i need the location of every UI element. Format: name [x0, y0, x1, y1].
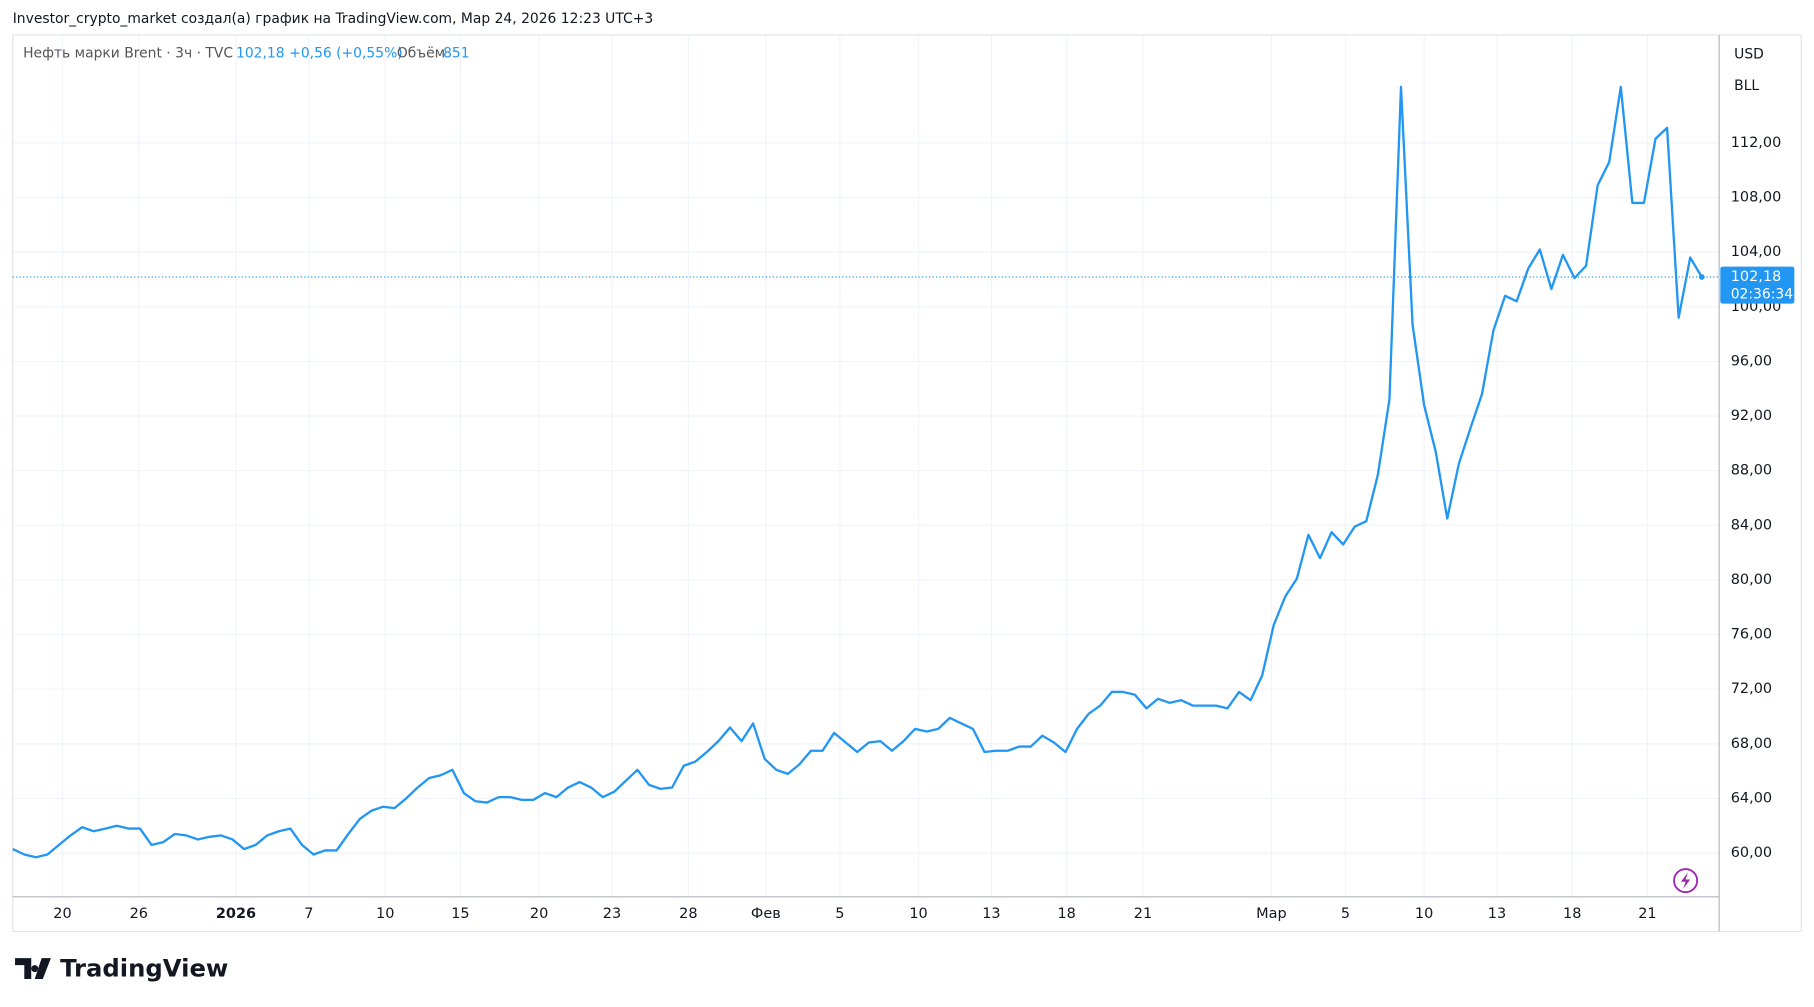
legend-symbol: Нефть марки Brent · 3ч · TVC	[23, 45, 233, 61]
x-tick-label: 5	[1341, 906, 1350, 922]
last-point	[1698, 274, 1705, 280]
price-tag-countdown: 02:36:34	[1731, 286, 1793, 302]
x-tick-label: Мар	[1256, 906, 1287, 922]
logo-text: TradingView	[60, 954, 228, 983]
x-tick-label: 13	[1488, 906, 1506, 922]
x-tick-label: 23	[603, 906, 621, 922]
y-tick-label: 104,00	[1731, 244, 1782, 260]
x-tick-label: 10	[376, 906, 394, 922]
y-tick-label: 76,00	[1731, 627, 1772, 643]
grid	[12, 34, 1720, 897]
x-tick-label: 20	[53, 906, 71, 922]
legend-volume: 851	[443, 45, 469, 61]
y-tick-label: 84,00	[1731, 517, 1772, 533]
x-tick-label: 20	[530, 906, 548, 922]
currency: USD	[1734, 47, 1764, 63]
x-tick-label: 18	[1057, 906, 1075, 922]
x-tick-label: 21	[1134, 906, 1152, 922]
logo: TradingView	[15, 954, 228, 983]
x-tick-label: 18	[1563, 906, 1581, 922]
y-tick-label: 112,00	[1731, 135, 1782, 151]
x-tick-label: 2026	[216, 906, 256, 922]
x-tick-label: 28	[679, 906, 697, 922]
alert-icon[interactable]	[1673, 868, 1699, 894]
legend-volume-label: Объём	[397, 45, 445, 61]
y-tick-label: 72,00	[1731, 681, 1772, 697]
y-tick-label: 88,00	[1731, 463, 1772, 479]
y-tick-label: 92,00	[1731, 408, 1772, 424]
y-tick-label: 108,00	[1731, 190, 1782, 206]
unit: BLL	[1734, 78, 1759, 94]
y-tick-label: 80,00	[1731, 572, 1772, 588]
price-tag	[1720, 266, 1795, 304]
y-tick-label: 64,00	[1731, 790, 1772, 806]
x-tick-label: 21	[1638, 906, 1656, 922]
legend-change: +0,56 (+0,55%)	[289, 45, 402, 61]
x-tick-label: 26	[130, 906, 148, 922]
x-tick-label: 10	[909, 906, 927, 922]
y-tick-label: 60,00	[1731, 845, 1772, 861]
y-tick-label: 68,00	[1731, 736, 1772, 752]
legend-price: 102,18	[236, 45, 285, 61]
x-tick-label: 5	[835, 906, 844, 922]
x-tick-label: 10	[1415, 906, 1433, 922]
price-line	[12, 85, 1703, 859]
y-tick-label: 96,00	[1731, 353, 1772, 369]
frame	[12, 34, 1802, 933]
x-tick-label: 13	[982, 906, 1000, 922]
header: Investor_crypto_market создал(а) график …	[13, 11, 653, 27]
x-tick-label: Фев	[751, 906, 781, 922]
x-tick-label: 15	[451, 906, 469, 922]
x-tick-label: 7	[304, 906, 313, 922]
price-tag-price: 102,18	[1731, 269, 1782, 285]
